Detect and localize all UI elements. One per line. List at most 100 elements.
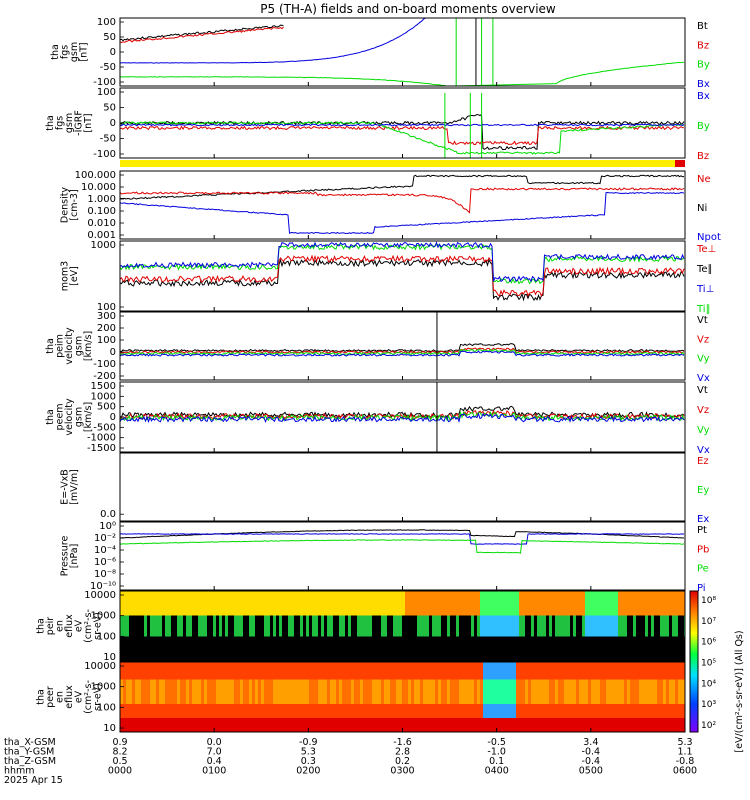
heat-cell (195, 615, 198, 637)
heat-cell (579, 718, 582, 732)
heat-cell (435, 615, 438, 637)
heat-cell (363, 591, 366, 616)
heat-cell (498, 679, 501, 704)
heat-cell (279, 591, 282, 616)
heat-cell (423, 679, 426, 704)
heat-cell (351, 615, 354, 637)
heat-cell (588, 718, 591, 732)
heat-cell (669, 615, 672, 637)
heat-cell (426, 718, 429, 732)
heat-cell (606, 636, 609, 661)
heat-cell (507, 679, 510, 704)
heat-cell (489, 679, 492, 704)
heat-cell (669, 679, 672, 704)
x-axis-labels: tha_X-GSM 0.9 0.0 -0.9 -1.6 -0.5 3.4 5.3 tha_Y-G… (4, 737, 697, 786)
heat-cell (300, 591, 303, 616)
heat-cell (453, 615, 456, 637)
panel-6-ytick: -500 (93, 422, 116, 433)
heat-cell (549, 679, 552, 704)
heat-cell (426, 636, 429, 661)
panel-9-ytick: 100 (97, 631, 116, 642)
legend-Vt: Vt (697, 385, 708, 396)
heat-cell (432, 718, 435, 732)
heat-cell (486, 679, 489, 704)
heat-cell (156, 636, 159, 661)
heat-cell (654, 591, 657, 616)
legend-Ni: Ni (697, 203, 707, 214)
heat-cell (627, 636, 630, 661)
heat-cell (144, 615, 147, 637)
heat-cell (330, 615, 333, 637)
heat-cell (417, 591, 420, 616)
panel-5-ylabel: [km/s] (83, 331, 94, 361)
heat-cell (390, 679, 393, 704)
heat-cell (498, 718, 501, 732)
heat-cell (315, 615, 318, 637)
heat-cell (129, 718, 132, 732)
heat-cell (264, 679, 267, 704)
heat-cell (303, 615, 306, 637)
heat-cell (504, 679, 507, 704)
heat-cell (642, 636, 645, 661)
heat-cell (465, 679, 468, 704)
legend-Bz: Bz (697, 151, 709, 162)
heat-cell (660, 636, 663, 661)
heat-cell (273, 718, 276, 732)
date-label: 2025 Apr 15 (4, 775, 63, 786)
heat-cell (654, 679, 657, 704)
x-tick-value: 0600 (673, 766, 697, 777)
heat-cell (645, 591, 648, 616)
heat-cell (363, 615, 366, 637)
heat-cell (183, 718, 186, 732)
heat-cell (552, 679, 555, 704)
heat-cell (291, 615, 294, 637)
heat-cell (462, 679, 465, 704)
x-tick-value: 0100 (202, 766, 226, 777)
heat-cell (429, 679, 432, 704)
heat-cell (276, 636, 279, 661)
heat-cell (324, 679, 327, 704)
heat-cell (360, 636, 363, 661)
legend-Pe: Pe (697, 564, 709, 575)
heat-cell (435, 679, 438, 704)
heat-cell (651, 591, 654, 616)
heat-cell (342, 636, 345, 661)
heat-cell (201, 636, 204, 661)
series-line (120, 241, 685, 283)
heat-cell (135, 679, 138, 704)
heat-cell (246, 718, 249, 732)
heat-cell (252, 615, 255, 637)
legend-Bx: Bx (697, 91, 710, 102)
heat-cell (600, 679, 603, 704)
heat-cell (561, 591, 564, 616)
heat-cell (486, 591, 489, 633)
panel-10-ylabel: eV (74, 690, 85, 703)
heat-cell (342, 615, 345, 637)
heat-cell (186, 679, 189, 704)
heat-cell (183, 679, 186, 704)
heat-cell (675, 615, 678, 637)
panel-6-ytick: -1500 (87, 443, 116, 454)
panel-5-ytick: 200 (97, 323, 116, 334)
x-tick-value: 7.0 (207, 747, 222, 758)
heat-cell (558, 636, 561, 661)
panel-10-ytick: 1000 (91, 682, 116, 693)
heat-cell (453, 718, 456, 732)
heat-cell (414, 591, 417, 616)
panel-10-ytick: 100 (97, 702, 116, 713)
heat-cell (630, 679, 633, 704)
heat-cell (489, 615, 492, 637)
heat-cell (372, 591, 375, 616)
heat-cell (498, 636, 501, 661)
heat-cell (666, 636, 669, 661)
heat-cell (264, 615, 267, 637)
legend-Vx: Vx (697, 445, 710, 456)
panel-9-ylabel: peir (45, 617, 56, 636)
heat-cell (174, 591, 177, 616)
heat-cell (675, 591, 678, 616)
heat-cell (318, 591, 321, 616)
heat-cell (288, 718, 291, 732)
heat-cell (453, 591, 456, 616)
